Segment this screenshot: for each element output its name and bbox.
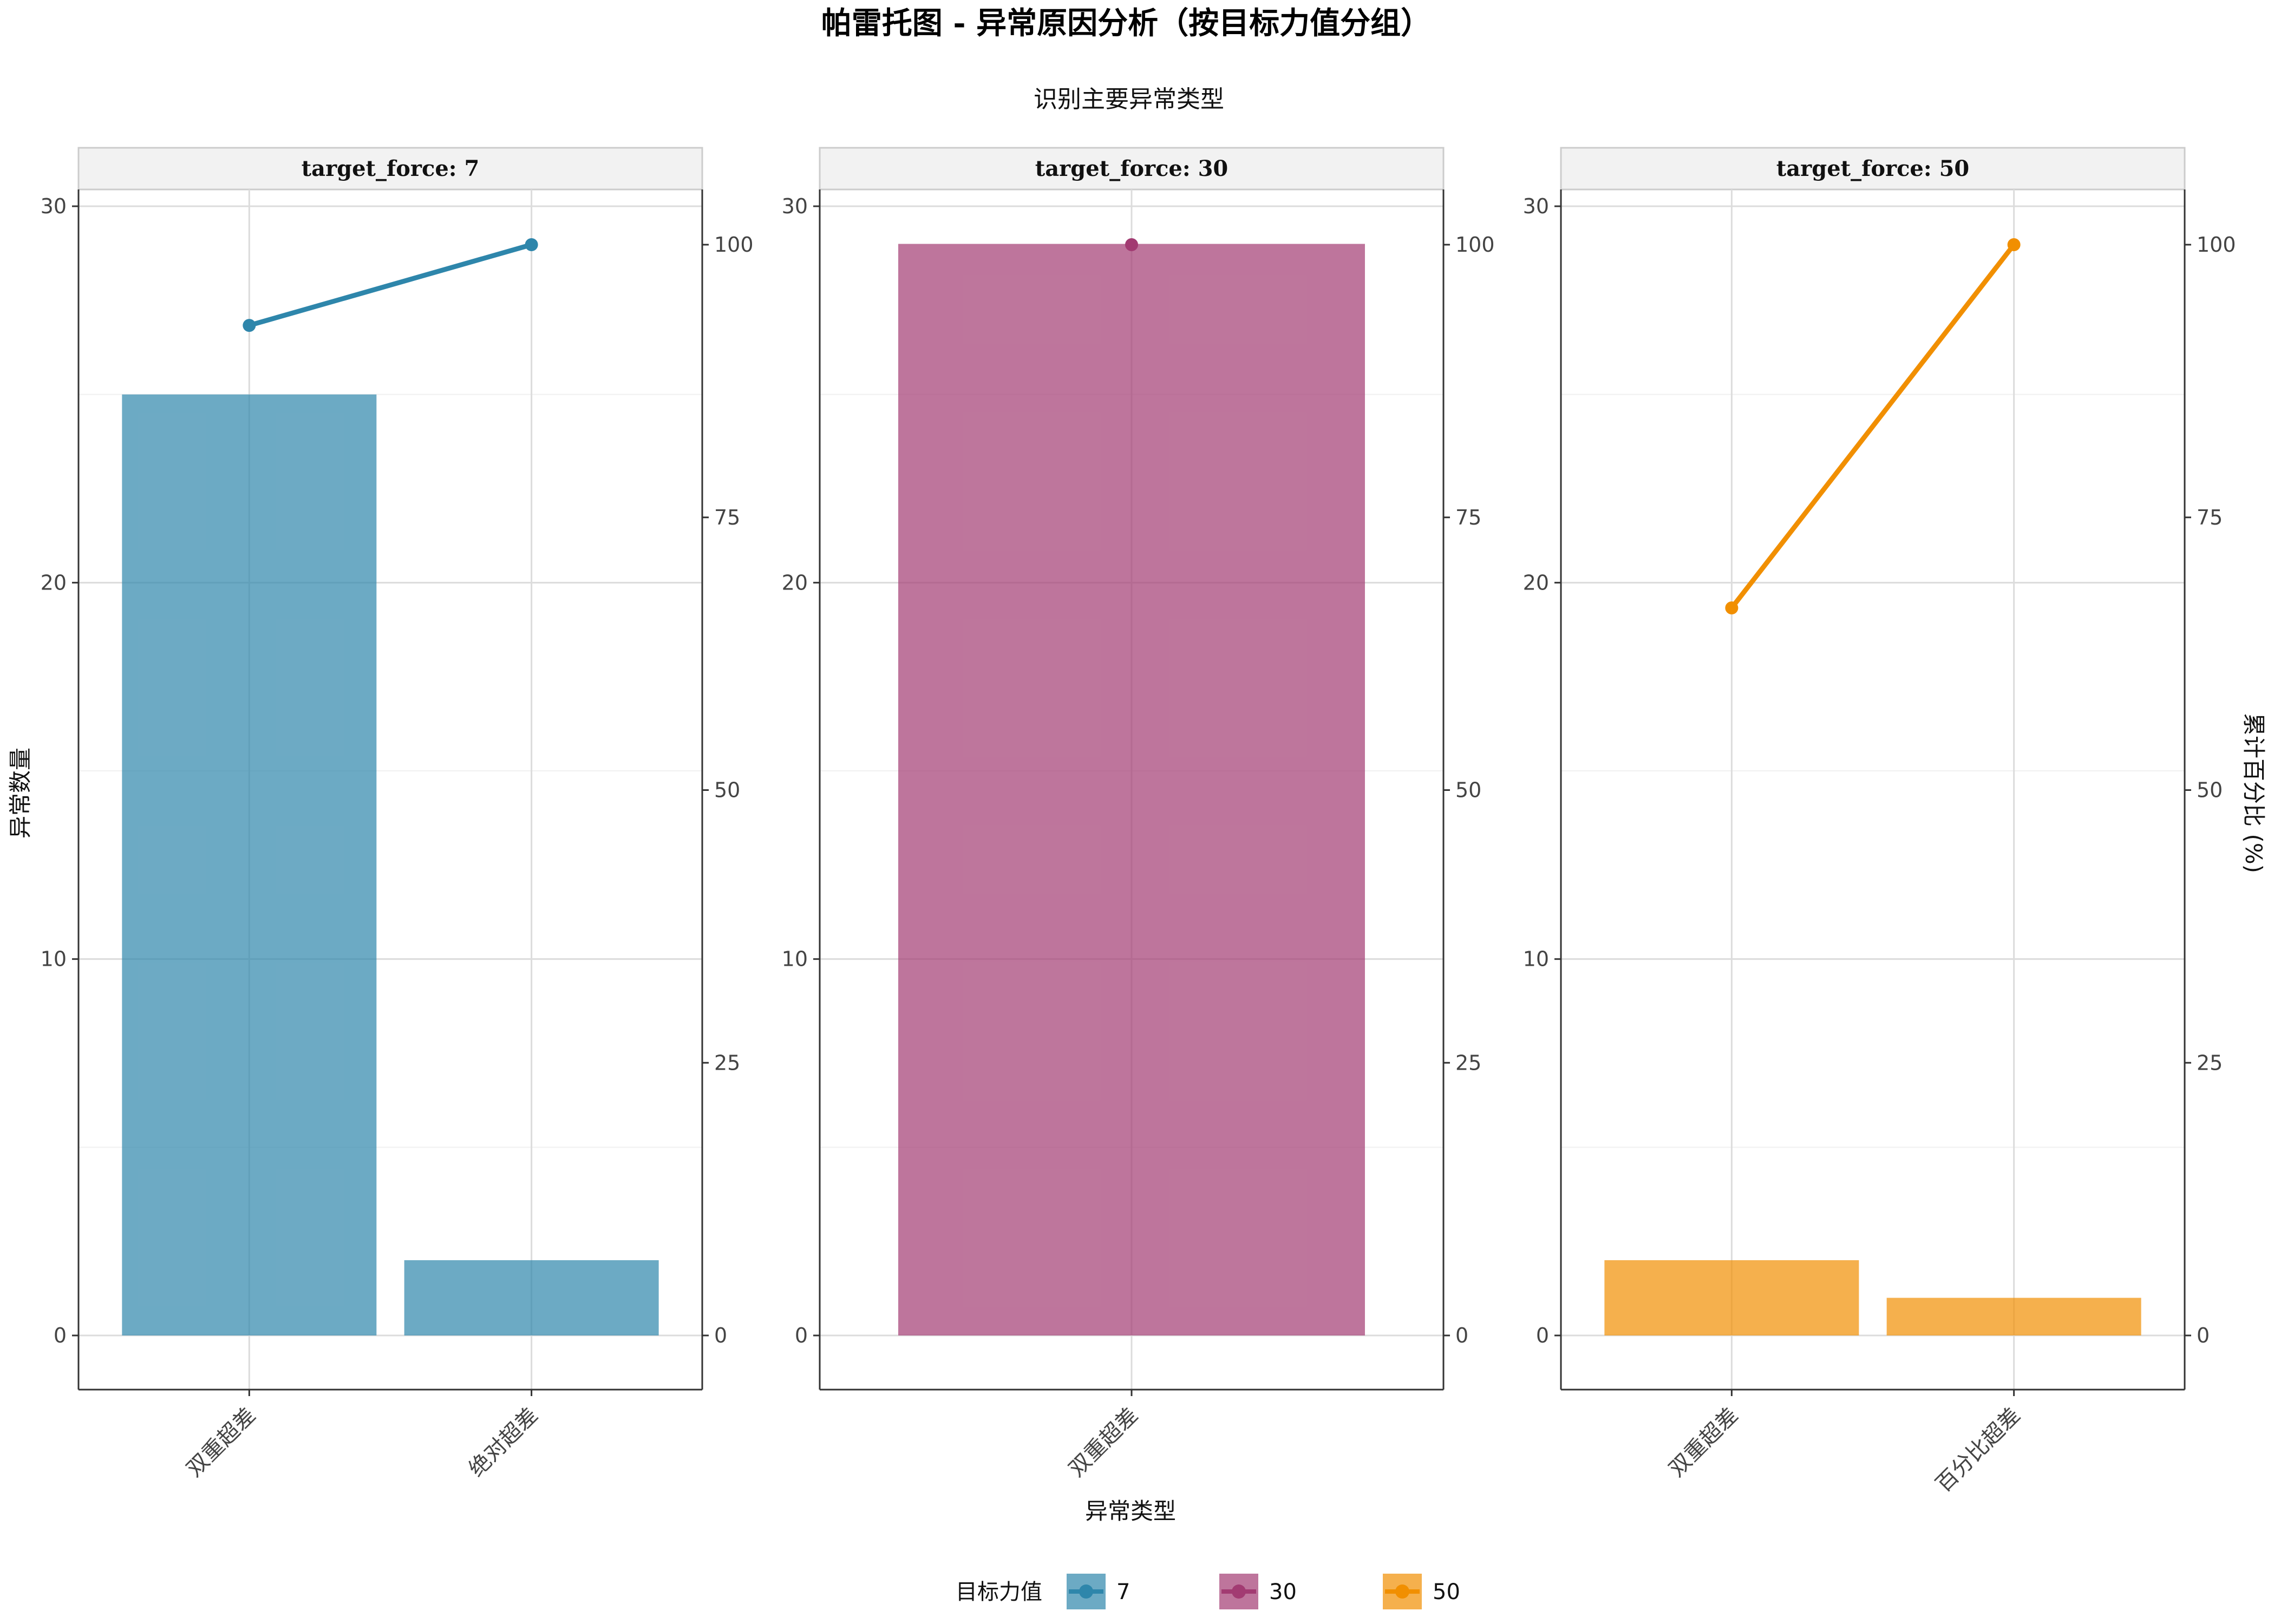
- bar[interactable]: [1604, 1260, 1859, 1335]
- y2-tick-label: 0: [714, 1324, 727, 1347]
- y2-tick-label: 50: [714, 778, 740, 802]
- y-tick-label: 30: [41, 194, 67, 218]
- y2-tick-label: 50: [1455, 778, 1481, 802]
- bar[interactable]: [1886, 1298, 2141, 1335]
- legend-label: 50: [1433, 1580, 1460, 1605]
- y-tick-label: 0: [1536, 1324, 1549, 1347]
- y-tick-label: 0: [54, 1324, 67, 1347]
- y-tick-label: 20: [41, 571, 67, 594]
- y2-axis-title: 累计百分比 (%): [2240, 713, 2267, 873]
- cumulative-point[interactable]: [1125, 238, 1138, 251]
- bar[interactable]: [898, 244, 1365, 1335]
- facet-strip: [1560, 147, 2186, 191]
- y-tick-label: 20: [782, 571, 808, 594]
- cumulative-line: [249, 242, 532, 328]
- legend-key-point: [1395, 1584, 1409, 1599]
- y-tick-label: 20: [1523, 571, 1549, 594]
- y-tick-label: 10: [782, 947, 808, 971]
- legend-label: 7: [1116, 1580, 1130, 1605]
- cumulative-point[interactable]: [243, 319, 256, 332]
- y2-tick-label: 75: [714, 506, 740, 529]
- y2-tick-label: 100: [714, 233, 754, 257]
- cumulative-line: [1729, 243, 2016, 610]
- legend-key-point: [1232, 1584, 1246, 1599]
- y2-tick-label: 100: [1455, 233, 1495, 257]
- y2-tick-label: 25: [2197, 1051, 2223, 1075]
- y2-tick-label: 0: [2197, 1324, 2210, 1347]
- y2-tick-label: 75: [1455, 506, 1481, 529]
- legend-title: 目标力值: [956, 1580, 1042, 1605]
- legend: 目标力值 7 30 50: [956, 1574, 1460, 1609]
- facet-strip: [819, 147, 1445, 191]
- legend-key-point: [1079, 1584, 1093, 1599]
- y2-tick-label: 75: [2197, 506, 2223, 529]
- legend-item[interactable]: 7: [1067, 1574, 1130, 1609]
- cumulative-point[interactable]: [1725, 601, 1739, 614]
- chart-subtitle: 识别主要异常类型: [1034, 86, 1224, 113]
- cumulative-point[interactable]: [2007, 238, 2021, 251]
- y-tick-label: 30: [782, 194, 808, 218]
- facet-strip-label: target_force: 7: [302, 156, 480, 181]
- y2-tick-label: 25: [714, 1051, 740, 1075]
- y-axis-title: 异常数量: [7, 748, 34, 839]
- x-axis-title: 异常类型: [1085, 1498, 1176, 1524]
- y2-tick-label: 0: [1455, 1324, 1468, 1347]
- y-tick-label: 0: [795, 1324, 808, 1347]
- facet-strip-label: target_force: 50: [1776, 156, 1969, 181]
- cumulative-point[interactable]: [525, 238, 538, 251]
- y2-tick-label: 50: [2197, 778, 2223, 802]
- y-tick-label: 10: [1523, 947, 1549, 971]
- bar[interactable]: [122, 394, 377, 1335]
- y2-tick-label: 25: [1455, 1051, 1481, 1075]
- legend-item[interactable]: 30: [1219, 1574, 1297, 1609]
- legend-item[interactable]: 50: [1383, 1574, 1460, 1609]
- facet-strip-label: target_force: 30: [1035, 156, 1228, 181]
- bar[interactable]: [404, 1260, 659, 1335]
- y-tick-label: 30: [1523, 194, 1549, 218]
- y2-tick-label: 100: [2197, 233, 2236, 257]
- chart-title: 帕雷托图 - 异常原因分析（按目标力值分组）: [821, 5, 1431, 41]
- facet-strip: [77, 147, 703, 191]
- legend-label: 30: [1269, 1580, 1297, 1605]
- y-tick-label: 10: [41, 947, 67, 971]
